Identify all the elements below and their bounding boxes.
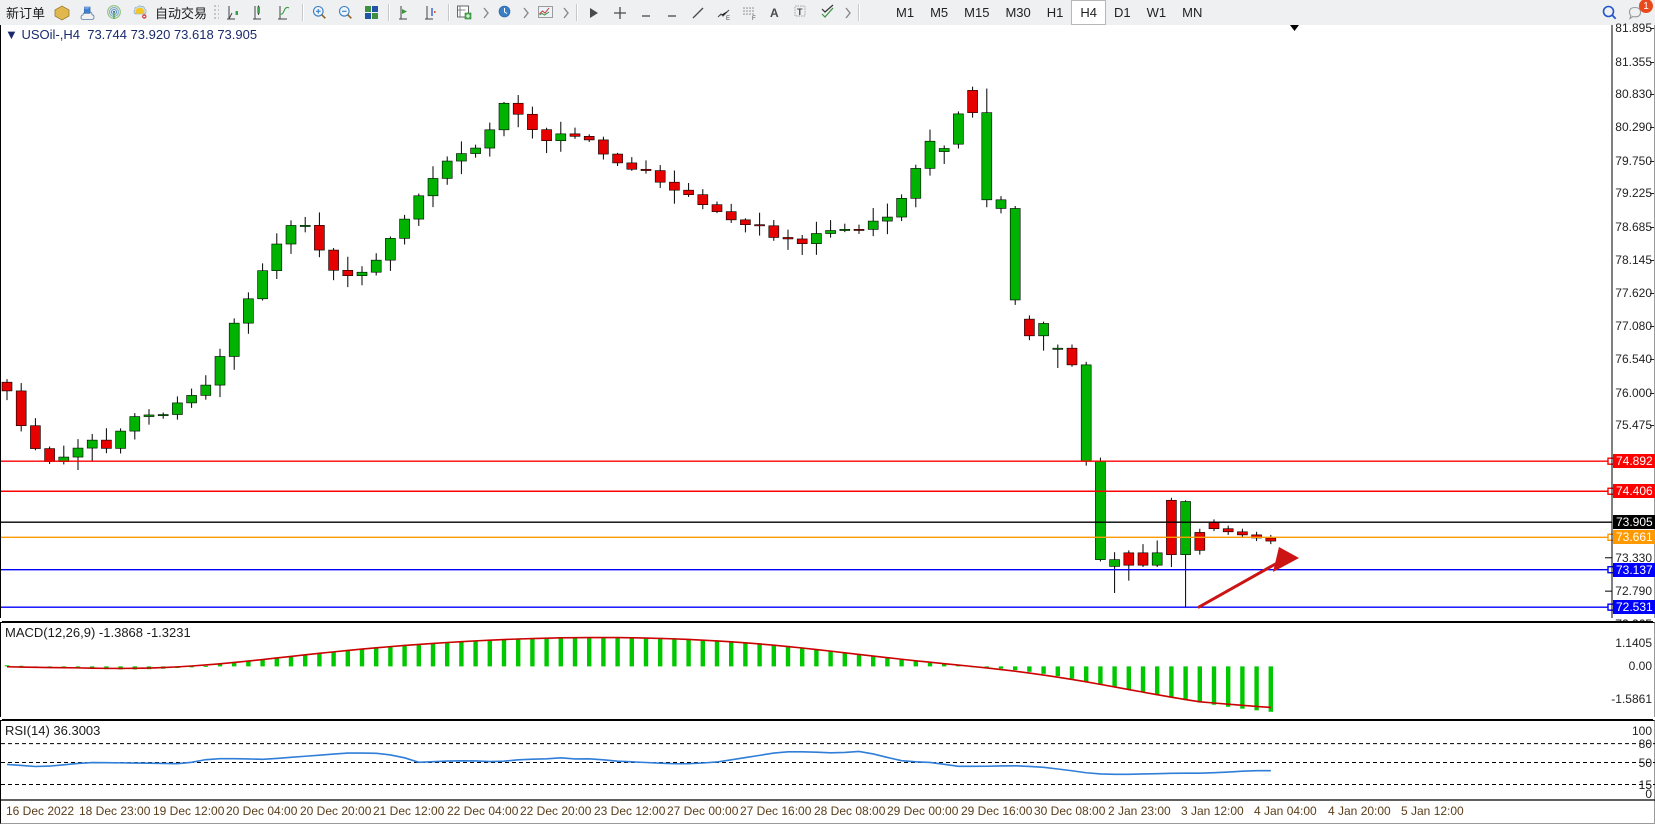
svg-text:T: T [797,7,803,17]
svg-text:A: A [770,6,779,20]
svg-text:E: E [726,16,730,22]
svg-text:F: F [752,16,756,22]
